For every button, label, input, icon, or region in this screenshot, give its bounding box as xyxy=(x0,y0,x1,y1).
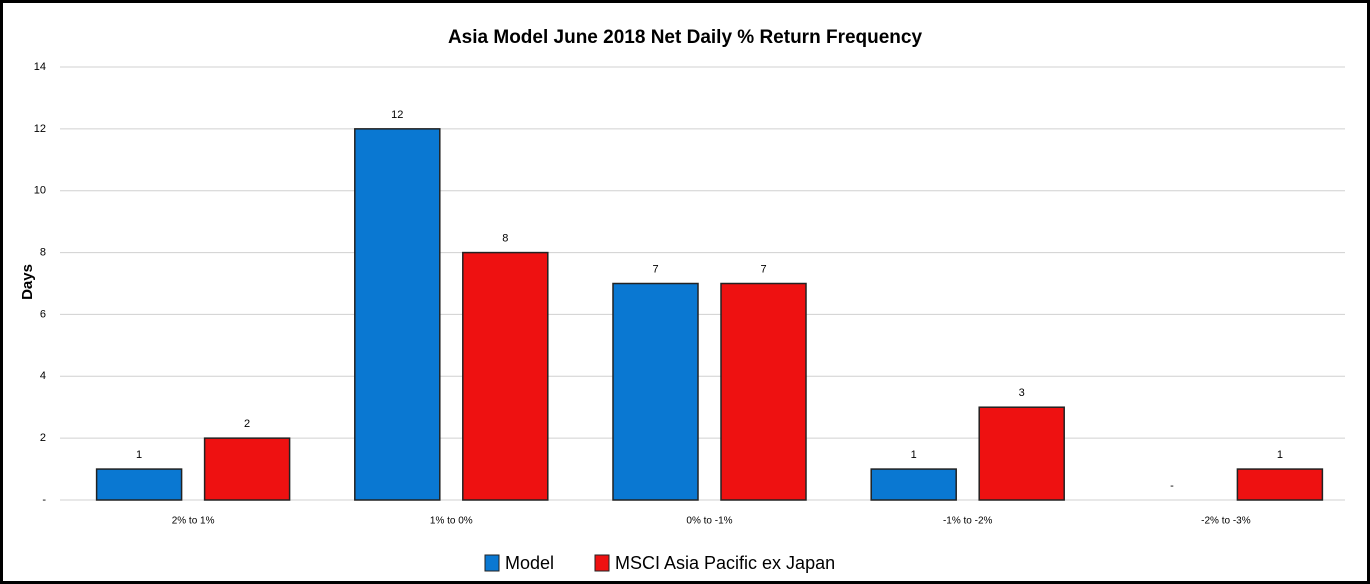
data-label: 3 xyxy=(1019,387,1025,399)
data-label: 1 xyxy=(1277,449,1283,461)
x-tick-label: 1% to 0% xyxy=(430,516,473,527)
y-tick-label: - xyxy=(42,494,46,506)
bar xyxy=(978,406,1065,501)
x-tick-label: 0% to -1% xyxy=(686,516,732,527)
bar xyxy=(612,282,699,501)
chart-title: Asia Model June 2018 Net Daily % Return … xyxy=(448,27,923,48)
bar xyxy=(720,282,807,501)
data-label: 7 xyxy=(760,263,766,275)
y-tick-label: 8 xyxy=(40,246,46,258)
y-tick-label: 2 xyxy=(40,432,46,444)
y-tick-label: 6 xyxy=(40,308,46,320)
y-tick-label: 12 xyxy=(34,123,46,135)
data-label: 8 xyxy=(502,232,508,244)
x-tick-label: -1% to -2% xyxy=(943,516,993,527)
data-label: - xyxy=(1170,480,1174,492)
x-tick-label: 2% to 1% xyxy=(172,516,215,527)
bar xyxy=(462,251,549,501)
legend-swatch xyxy=(484,554,500,572)
bar xyxy=(95,468,183,501)
data-label: 12 xyxy=(391,109,403,121)
bar xyxy=(1236,468,1324,501)
y-axis-label: Days xyxy=(19,264,36,300)
y-tick-label: 14 xyxy=(34,61,46,73)
y-tick-label: 4 xyxy=(40,370,46,382)
data-label: 1 xyxy=(911,449,917,461)
bar xyxy=(203,437,291,501)
x-tick-label: -2% to -3% xyxy=(1201,516,1251,527)
legend-label: MSCI Asia Pacific ex Japan xyxy=(615,553,835,573)
y-tick-label: 10 xyxy=(34,185,46,197)
data-label: 2 xyxy=(244,418,250,430)
bar xyxy=(354,128,441,501)
legend-swatch xyxy=(594,554,610,572)
legend-label: Model xyxy=(505,553,554,573)
bar xyxy=(870,468,957,501)
data-label: 7 xyxy=(652,263,658,275)
data-label: 1 xyxy=(136,449,142,461)
